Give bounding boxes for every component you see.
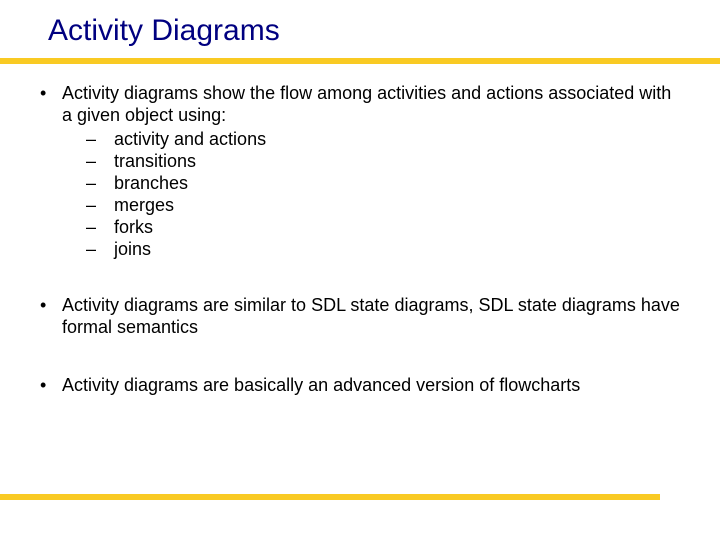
slide: Activity Diagrams • Activity diagrams sh… — [0, 0, 720, 540]
sub-bullet-item: – transitions — [86, 150, 680, 172]
sub-bullet-marker: – — [86, 216, 114, 238]
sub-bullet-marker: – — [86, 128, 114, 150]
sub-bullet-marker: – — [86, 238, 114, 260]
sub-bullet-item: – merges — [86, 194, 680, 216]
sub-bullet-item: – joins — [86, 238, 680, 260]
divider-bottom — [0, 494, 660, 500]
bullet-item: • Activity diagrams are similar to SDL s… — [40, 294, 680, 338]
sub-bullet-item: – forks — [86, 216, 680, 238]
title-area: Activity Diagrams — [0, 0, 720, 54]
bullet-text: Activity diagrams show the flow among ac… — [62, 82, 680, 126]
sub-bullet-marker: – — [86, 172, 114, 194]
bullet-text: Activity diagrams are basically an advan… — [62, 374, 580, 396]
bullet-marker: • — [40, 294, 62, 338]
spacer — [40, 260, 680, 294]
sub-bullet-text: joins — [114, 238, 151, 260]
sub-bullet-text: transitions — [114, 150, 196, 172]
sub-bullet-item: – branches — [86, 172, 680, 194]
content: • Activity diagrams show the flow among … — [0, 54, 720, 396]
sub-bullet-marker: – — [86, 150, 114, 172]
sub-bullet-text: branches — [114, 172, 188, 194]
bullet-text: Activity diagrams are similar to SDL sta… — [62, 294, 680, 338]
divider-top — [0, 58, 720, 64]
bullet-item: • Activity diagrams show the flow among … — [40, 82, 680, 126]
sub-bullet-text: forks — [114, 216, 153, 238]
bullet-marker: • — [40, 82, 62, 126]
slide-title: Activity Diagrams — [48, 14, 720, 48]
sub-bullet-marker: – — [86, 194, 114, 216]
bullet-marker: • — [40, 374, 62, 396]
sub-bullet-text: activity and actions — [114, 128, 266, 150]
bullet-item: • Activity diagrams are basically an adv… — [40, 374, 680, 396]
spacer — [40, 340, 680, 374]
sub-bullet-item: – activity and actions — [86, 128, 680, 150]
sub-bullet-text: merges — [114, 194, 174, 216]
